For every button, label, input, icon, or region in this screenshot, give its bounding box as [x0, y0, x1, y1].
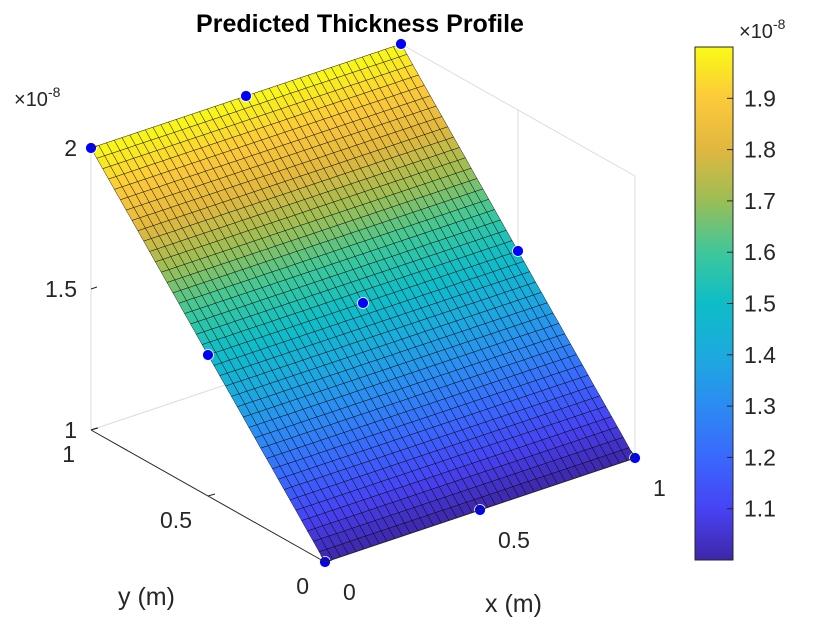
- colorbar-tick-label: 1.5: [744, 291, 776, 317]
- colorbar-tick-label: 1.9: [744, 85, 776, 111]
- z-tick-mark: [90, 145, 98, 149]
- x-axis-ticks: 00.51: [320, 450, 666, 605]
- chart-title: Predicted Thickness Profile: [196, 10, 524, 38]
- colorbar-ticks: 1.1 1.2 1.3 1.4 1.5 1.6 1.7 1.8 1.9: [727, 85, 776, 522]
- y-tick-label: 0.5: [160, 507, 192, 533]
- z-axis-multiplier: ×10-8: [14, 84, 61, 111]
- sample-point-marker: [202, 349, 214, 361]
- z-tick-label: 1.5: [45, 276, 77, 302]
- x-axis-label: x (m): [485, 590, 542, 618]
- y-tick-label: 0: [296, 573, 309, 599]
- y-tick-label: 1: [62, 441, 75, 467]
- thickness-surface: [90, 43, 636, 563]
- z-tick-label: 1: [64, 417, 77, 443]
- sample-point-marker: [357, 297, 369, 309]
- sample-point-marker: [512, 245, 524, 257]
- y-tick-mark: [324, 559, 333, 563]
- x-tick-mark: [630, 450, 636, 459]
- colorbar-tick-label: 1.6: [744, 239, 776, 265]
- z-axis-ticks: 11.52: [45, 135, 98, 443]
- sample-point-marker: [395, 38, 407, 50]
- x-tick-mark: [320, 554, 326, 563]
- x-tick-label: 0.5: [498, 527, 530, 553]
- colorbar-tick-label: 1.1: [744, 496, 776, 522]
- colorbar: [694, 46, 734, 561]
- x-tick-label: 0: [343, 579, 356, 605]
- x-tick-label: 1: [653, 475, 666, 501]
- z-tick-mark: [90, 286, 98, 290]
- y-tick-mark: [207, 493, 216, 497]
- sample-point-marker: [240, 90, 252, 102]
- sample-point-markers: [85, 38, 641, 568]
- x-tick-mark: [475, 502, 481, 511]
- colorbar-tick-label: 1.4: [744, 342, 776, 368]
- y-axis-label: y (m): [118, 583, 175, 611]
- colorbar-tick-label: 1.8: [744, 137, 776, 163]
- y-axis-ticks: 00.51: [62, 427, 333, 599]
- y-tick-mark: [90, 427, 99, 431]
- colorbar-tick-label: 1.2: [744, 444, 776, 470]
- z-tick-label: 2: [64, 135, 77, 161]
- colorbar-tick-label: 1.7: [744, 188, 776, 214]
- colorbar-tick-label: 1.3: [744, 393, 776, 419]
- colorbar-multiplier: ×10-8: [739, 16, 786, 43]
